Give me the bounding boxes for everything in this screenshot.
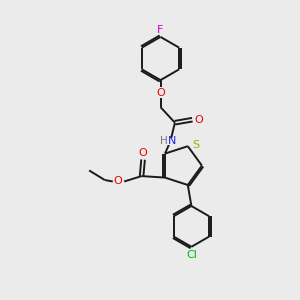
Text: N: N xyxy=(168,136,176,146)
FancyBboxPatch shape xyxy=(139,150,147,156)
Text: F: F xyxy=(157,25,164,35)
FancyBboxPatch shape xyxy=(195,116,203,123)
Text: O: O xyxy=(139,148,148,158)
FancyBboxPatch shape xyxy=(156,27,165,34)
Text: H: H xyxy=(160,136,168,146)
Text: O: O xyxy=(194,115,203,125)
FancyBboxPatch shape xyxy=(192,141,201,148)
FancyBboxPatch shape xyxy=(160,138,174,145)
Text: O: O xyxy=(113,176,122,187)
FancyBboxPatch shape xyxy=(186,252,197,259)
Text: Cl: Cl xyxy=(186,250,197,260)
FancyBboxPatch shape xyxy=(157,89,164,96)
Text: S: S xyxy=(193,140,200,150)
FancyBboxPatch shape xyxy=(114,178,121,185)
Text: O: O xyxy=(156,88,165,98)
